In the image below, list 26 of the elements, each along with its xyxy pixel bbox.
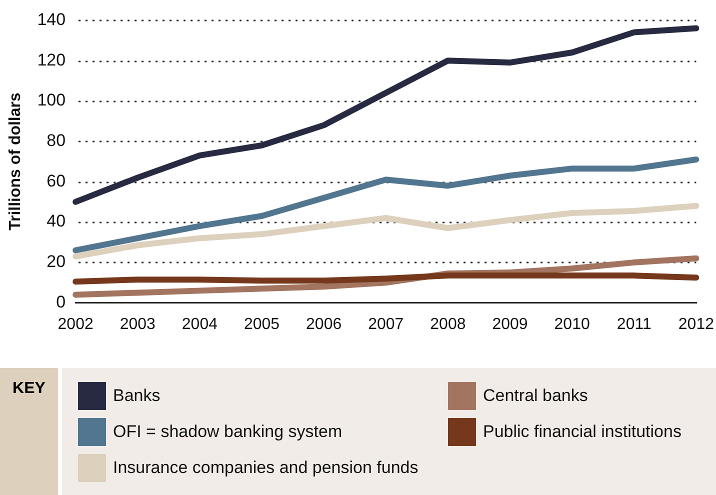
x-tick-label: 2004: [182, 316, 218, 333]
legend-label: OFI = shadow banking system: [113, 422, 342, 442]
x-tick-label: 2003: [120, 316, 156, 333]
legend-label: Public financial institutions: [483, 422, 682, 442]
x-tick-label: 2009: [492, 316, 528, 333]
y-tick-label: 80: [46, 131, 66, 150]
y-tick-label: 100: [37, 90, 66, 110]
legend-label: Insurance companies and pension funds: [113, 458, 418, 478]
y-tick-label: 60: [46, 171, 66, 190]
x-tick-label: 2011: [616, 316, 652, 333]
legend-label: Central banks: [483, 386, 588, 406]
y-tick-label: 140: [37, 10, 66, 29]
y-axis-title: Trillions of dollars: [7, 92, 24, 230]
y-tick-label: 120: [37, 50, 66, 70]
x-tick-label: 2010: [554, 316, 590, 333]
x-tick-label: 2005: [244, 316, 280, 333]
x-tick-label: 2002: [58, 316, 94, 333]
x-tick-label: 2012: [678, 316, 714, 333]
x-tick-label: 2007: [368, 316, 404, 333]
legend-label: Banks: [113, 386, 160, 406]
legend-title: KEY: [0, 368, 58, 495]
x-tick-label: 2006: [306, 316, 342, 333]
y-tick-label: 40: [46, 212, 66, 231]
x-tick-label: 2008: [430, 316, 466, 333]
y-tick-label: 0: [56, 292, 66, 312]
y-tick-label: 20: [46, 252, 66, 272]
